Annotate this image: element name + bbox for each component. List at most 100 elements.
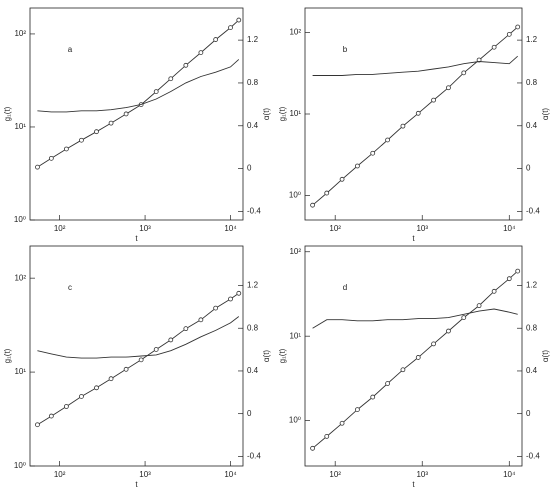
plot-frame: [29, 7, 244, 221]
panel-label: b: [343, 45, 348, 54]
y2-tick-label: 1.2: [247, 35, 259, 44]
data-point: [108, 120, 114, 126]
y-tick-label: 10²: [289, 28, 301, 37]
y2-tick-label: -0.4: [247, 451, 261, 460]
data-point: [310, 445, 315, 451]
data-point: [35, 422, 40, 428]
x-tick-label: 10³: [416, 470, 428, 479]
x-axis-label: t: [412, 480, 415, 489]
data-point: [324, 434, 330, 439]
x-tick-label: 10⁴: [503, 470, 516, 479]
data-point: [138, 357, 144, 363]
y2-tick-label: 1.2: [526, 281, 538, 290]
data-point: [168, 337, 174, 343]
y-tick-label: 10⁰: [14, 215, 26, 224]
data-point: [63, 146, 69, 152]
x-axis-label: t: [135, 234, 138, 243]
y-tick-label: 10²: [14, 29, 26, 38]
plot-frame: [304, 7, 523, 221]
data-point: [153, 89, 159, 94]
y-tick-label: 10²: [289, 247, 301, 256]
y2-tick-label: -0.4: [526, 451, 540, 460]
data-point: [183, 62, 189, 68]
data-point: [48, 155, 54, 161]
data-point: [355, 407, 360, 413]
data-point: [506, 276, 512, 282]
y-tick-label: 10²: [14, 273, 26, 282]
data-point: [94, 129, 99, 135]
x-tick-label: 10³: [139, 470, 151, 479]
data-point: [35, 164, 40, 170]
y2-tick-label: 0.8: [247, 78, 259, 87]
x-tick-label: 10³: [416, 224, 428, 233]
y2-axis-label: α(t): [262, 108, 271, 121]
data-point: [198, 317, 204, 323]
data-point: [491, 288, 497, 294]
data-point: [506, 31, 512, 37]
data-point: [461, 70, 467, 76]
y2-tick-label: 0.4: [526, 366, 538, 375]
x-tick-label: 10⁴: [503, 224, 516, 233]
data-point: [370, 150, 376, 156]
x-tick-label: 10³: [139, 224, 151, 233]
data-point: [310, 202, 315, 208]
x-tick-label: 10²: [329, 224, 341, 233]
data-point: [79, 137, 84, 143]
data-point: [491, 44, 497, 50]
y2-tick-label: 1.2: [526, 35, 538, 44]
panel-label: a: [68, 45, 73, 54]
y-axis-label: g₁(t): [3, 348, 12, 363]
y2-tick-label: 0: [526, 409, 531, 418]
plot-frame: [29, 245, 244, 467]
data-point: [94, 385, 99, 391]
data-point: [48, 413, 54, 419]
data-point: [123, 111, 129, 117]
series-line: [37, 19, 240, 168]
data-point: [183, 326, 189, 332]
data-point: [63, 404, 69, 409]
data-point: [515, 268, 521, 274]
data-point: [415, 355, 421, 360]
y2-tick-label: 0: [526, 164, 531, 173]
y2-tick-label: 0.4: [247, 121, 259, 130]
y-axis-label: g₁(t): [278, 106, 287, 121]
data-point: [236, 290, 242, 296]
data-point: [400, 123, 406, 129]
y-tick-label: 10¹: [289, 109, 301, 118]
panel-label: c: [68, 283, 72, 292]
data-point: [213, 305, 219, 311]
data-point: [339, 176, 345, 182]
y-tick-label: 10¹: [14, 122, 26, 131]
data-point: [385, 381, 390, 386]
data-point: [198, 50, 204, 56]
x-tick-label: 10⁴: [224, 224, 237, 233]
data-point: [339, 420, 345, 426]
y2-tick-label: 0.8: [526, 78, 538, 87]
y2-tick-label: 0.8: [247, 323, 259, 332]
x-tick-label: 10²: [54, 470, 66, 479]
data-point: [324, 190, 330, 196]
y2-axis-label: α(t): [262, 350, 271, 363]
panel-label: d: [343, 283, 347, 292]
data-point: [123, 366, 129, 372]
y-tick-label: 10⁰: [289, 191, 301, 200]
x-tick-label: 10²: [329, 470, 341, 479]
y2-tick-label: 0.4: [526, 121, 538, 130]
data-point: [79, 394, 84, 399]
y2-tick-label: 0: [247, 409, 252, 418]
plot-frame: [304, 245, 523, 467]
x-tick-label: 10²: [54, 224, 66, 233]
data-point: [446, 328, 451, 334]
y-axis-label: g₁(t): [278, 348, 287, 363]
y-tick-label: 10⁰: [289, 416, 301, 425]
data-point: [213, 37, 219, 42]
data-point: [370, 394, 376, 400]
data-point: [415, 110, 421, 116]
y2-tick-label: -0.4: [526, 207, 540, 216]
data-point: [431, 341, 436, 347]
y2-tick-label: -0.4: [247, 207, 261, 216]
data-point: [431, 97, 436, 103]
data-point: [168, 76, 174, 82]
y2-tick-label: 0.8: [526, 323, 538, 332]
